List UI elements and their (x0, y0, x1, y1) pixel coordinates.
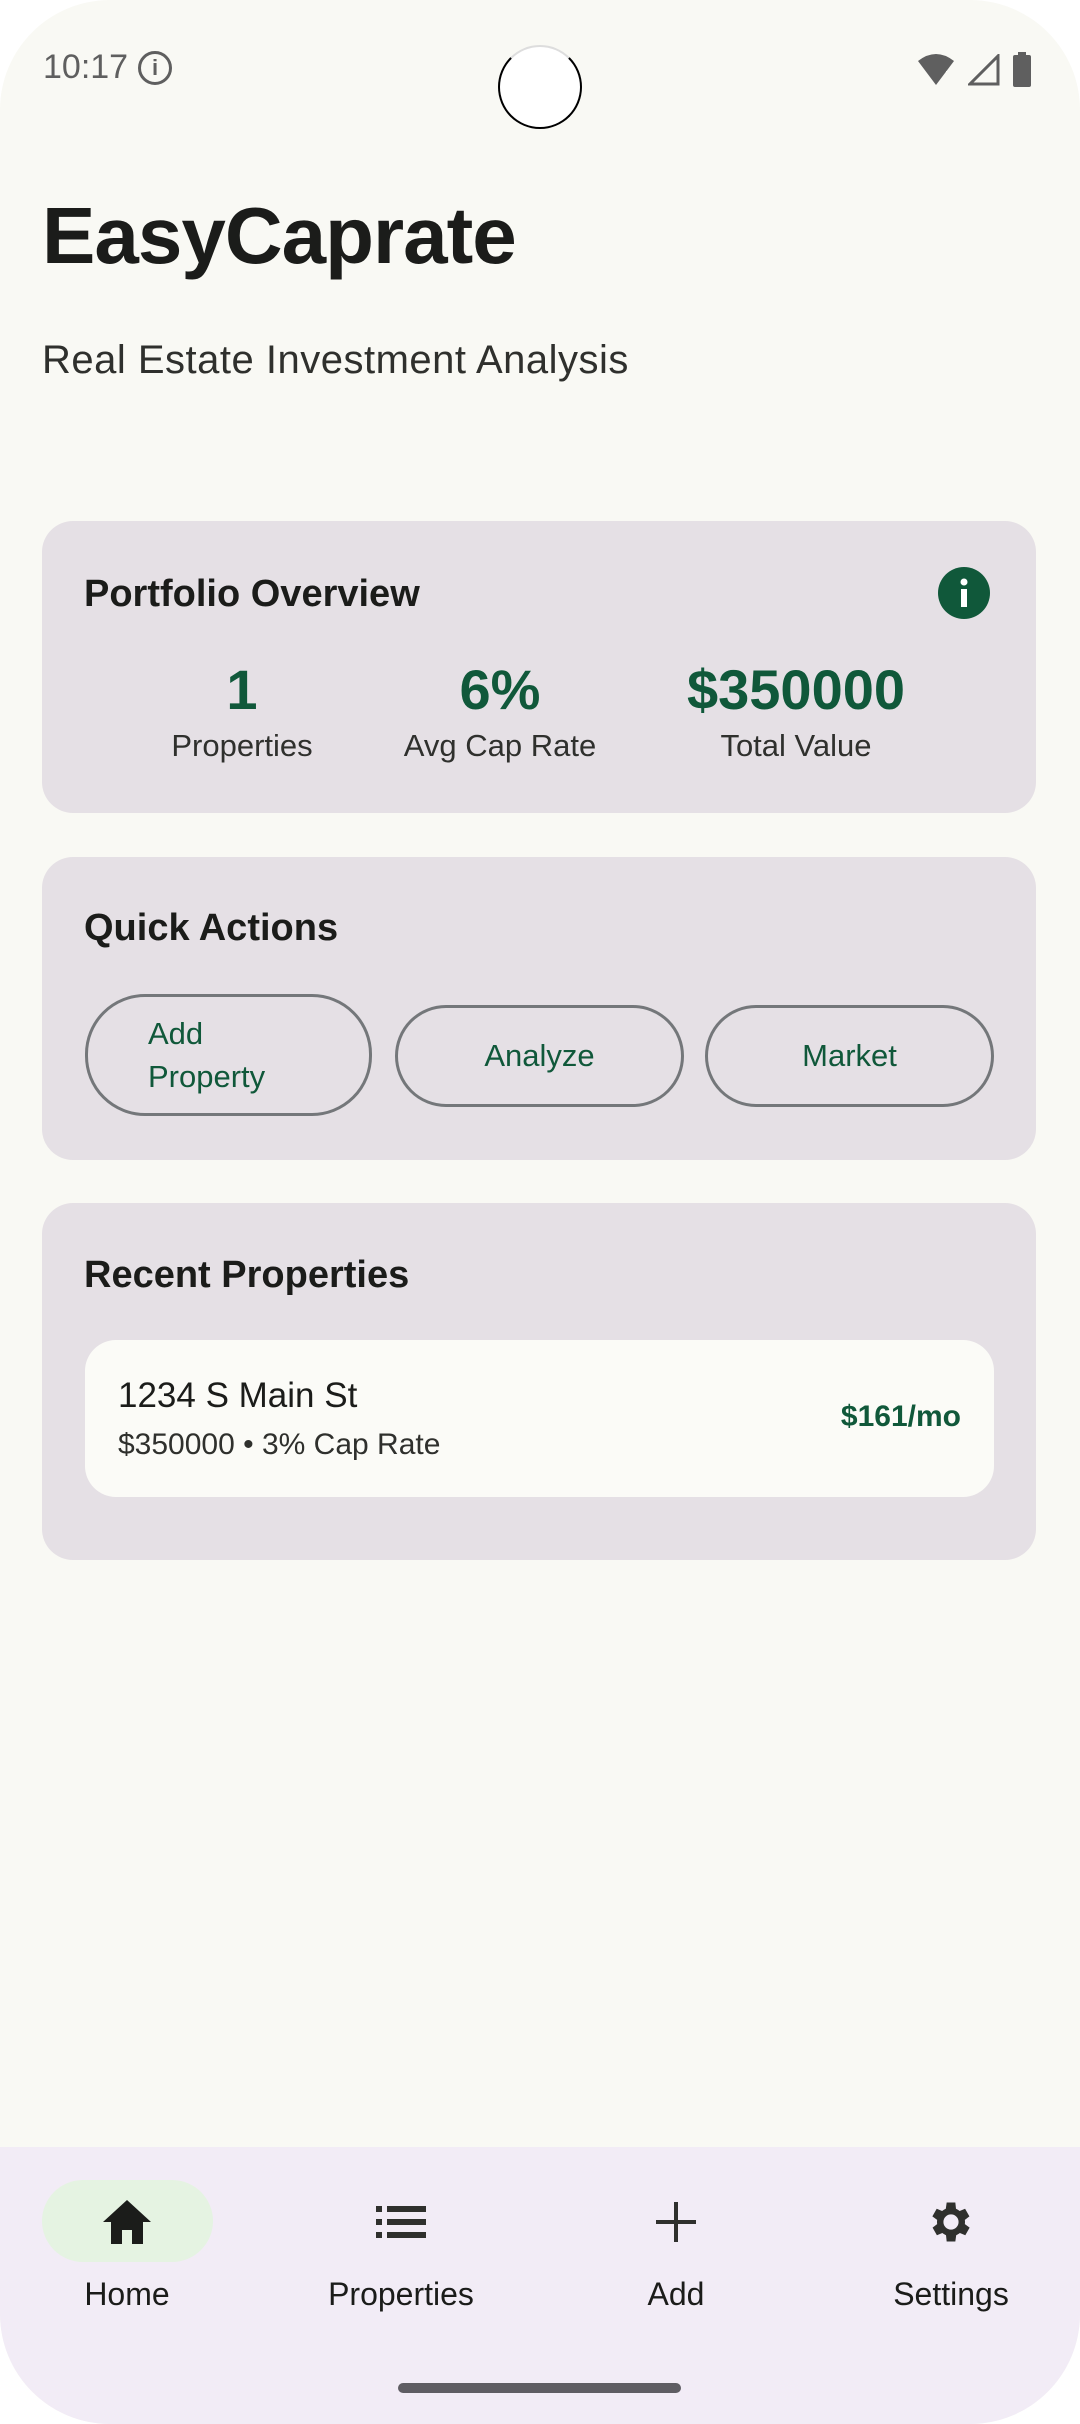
quick-actions-card: Quick Actions Add Property Analyze Marke… (42, 857, 1036, 1160)
home-gesture-handle[interactable] (398, 2383, 681, 2393)
nav-properties[interactable]: Properties (281, 2147, 521, 2313)
bottom-navigation: Home Properties Add Settings (0, 2147, 1080, 2424)
stat-label: Properties (171, 728, 313, 763)
plus-icon (656, 2202, 696, 2242)
stat-value: 1 (226, 658, 258, 721)
card-title: Recent Properties (84, 1254, 410, 1296)
stat-value: 6% (459, 658, 541, 721)
property-list-item[interactable]: 1234 S Main St $350000 • 3% Cap Rate $16… (85, 1340, 994, 1497)
add-property-button[interactable]: Add Property (85, 994, 372, 1116)
stat-properties: 1 Properties (171, 657, 312, 764)
list-icon (376, 2206, 426, 2238)
stat-label: Total Value (720, 728, 872, 763)
market-button[interactable]: Market (705, 1005, 994, 1107)
stat-label: Avg Cap Rate (403, 728, 597, 763)
camera-cutout (498, 45, 582, 129)
app-title: EasyCaprate (42, 191, 517, 280)
status-icons (916, 52, 1032, 88)
portfolio-overview-card: Portfolio Overview 1 Properties 6% Avg C… (42, 521, 1036, 813)
battery-icon (1013, 52, 1031, 87)
wifi-icon (918, 54, 954, 85)
card-title: Portfolio Overview (84, 573, 420, 615)
stat-total-value: $350000 Total Value (687, 657, 905, 764)
nav-label: Properties (328, 2276, 474, 2312)
status-time: 10:17 (43, 48, 129, 86)
nav-label: Add (647, 2276, 705, 2312)
nav-settings[interactable]: Settings (831, 2147, 1071, 2313)
signal-icon (968, 54, 1000, 86)
gear-icon (932, 2202, 970, 2242)
property-details: $350000 • 3% Cap Rate (118, 1428, 441, 1461)
info-icon: i (138, 50, 173, 85)
nav-add[interactable]: Add (556, 2147, 796, 2313)
status-bar: 10:17 i (43, 48, 173, 87)
app-subtitle: Real Estate Investment Analysis (42, 338, 629, 382)
property-cashflow: $161/mo (840, 1400, 961, 1433)
nav-label: Home (84, 2276, 170, 2312)
card-title: Quick Actions (84, 907, 339, 949)
property-address: 1234 S Main St (118, 1376, 358, 1415)
analyze-button[interactable]: Analyze (395, 1005, 684, 1107)
stat-value: $350000 (686, 658, 906, 721)
home-icon (103, 2200, 151, 2244)
nav-label: Settings (893, 2276, 1009, 2312)
info-icon[interactable] (938, 567, 990, 619)
nav-home[interactable]: Home (7, 2147, 247, 2313)
stat-avg-cap-rate: 6% Avg Cap Rate (404, 657, 596, 764)
recent-properties-card: Recent Properties 1234 S Main St $350000… (42, 1203, 1036, 1560)
